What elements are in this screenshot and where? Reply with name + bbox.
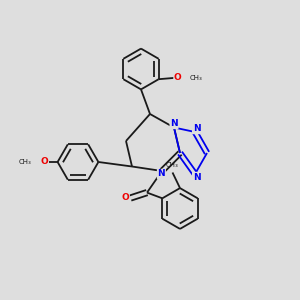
Text: CH₃: CH₃ [189, 75, 202, 81]
Text: CH₃: CH₃ [166, 162, 179, 168]
Text: N: N [193, 124, 200, 134]
Text: N: N [158, 169, 165, 178]
Text: O: O [174, 73, 182, 82]
Text: O: O [40, 158, 48, 166]
Text: O: O [121, 194, 129, 202]
Text: N: N [193, 172, 200, 182]
Text: CH₃: CH₃ [19, 159, 31, 165]
Text: N: N [170, 119, 178, 128]
